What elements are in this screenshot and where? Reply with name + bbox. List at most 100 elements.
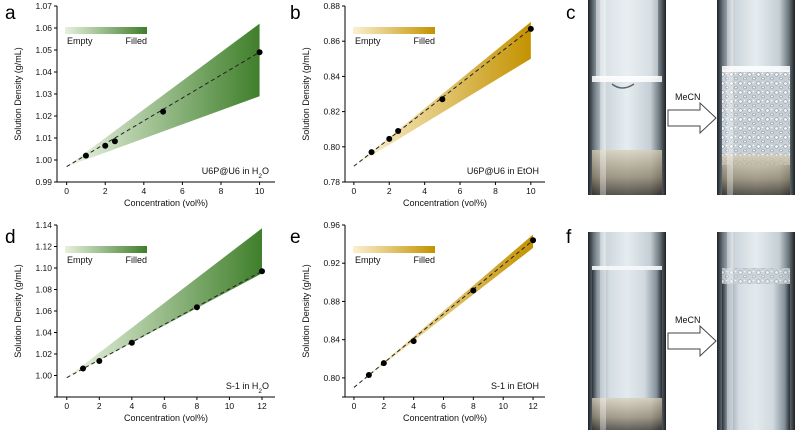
x-tick-label-b: 0 (351, 186, 356, 196)
photo-panel-c: c MeCN (566, 0, 795, 195)
density-region-e (353, 234, 534, 388)
data-point-e (380, 360, 387, 367)
y-axis-title-d: Solution Density (g/mL) (13, 264, 23, 358)
x-tick-label-d: 8 (195, 401, 200, 411)
panel-letter-a: a (5, 3, 16, 24)
x-tick-label-d: 0 (64, 401, 69, 411)
annotation-b: U6P@U6 in EtOH (467, 166, 539, 176)
legend-gradient-bar-a (65, 27, 147, 34)
data-point-e (470, 287, 477, 294)
data-point-a (82, 152, 89, 159)
y-tick-label-b: 0.78 (323, 177, 340, 187)
x-tick-label-e: 2 (381, 401, 386, 411)
data-point-e (410, 338, 417, 345)
x-tick-label-b: 8 (493, 186, 498, 196)
data-point-d (193, 304, 200, 311)
annotation-tail-d: O (262, 381, 269, 391)
arrow-label-f: MeCN (675, 315, 701, 325)
x-tick-label-b: 4 (422, 186, 427, 196)
y-tick-label-a: 1.00 (35, 155, 52, 165)
x-tick-label-a: 4 (141, 186, 146, 196)
data-point-b (368, 149, 375, 156)
x-axis-title-e: Concentration (vol%) (403, 413, 487, 423)
x-tick-label-a: 0 (64, 186, 69, 196)
x-axis-title-a: Concentration (vol%) (124, 198, 208, 208)
arrow-label-c: MeCN (675, 92, 701, 102)
data-point-e (365, 372, 372, 379)
annotation-e: S-1 in EtOH (491, 381, 539, 391)
x-tick-label-e: 0 (352, 401, 357, 411)
panel-letter-c: c (566, 3, 576, 24)
data-point-d (80, 365, 87, 372)
y-tick-label-d: 1.14 (35, 220, 52, 230)
vial-before-c (588, 0, 666, 195)
y-tick-label-a: 1.06 (35, 23, 52, 33)
y-tick-label-a: 1.03 (35, 89, 52, 99)
data-point-a (160, 108, 167, 115)
vial-before-f (588, 232, 666, 430)
y-tick-label-d: 1.10 (35, 263, 52, 273)
y-axis-title-a: Solution Density (g/mL) (13, 47, 23, 141)
x-tick-label-d: 2 (97, 401, 102, 411)
y-tick-label-e: 0.84 (323, 335, 340, 345)
x-axis-title-d: Concentration (vol%) (124, 413, 208, 423)
y-tick-label-e: 0.80 (323, 373, 340, 383)
y-tick-label-d: 1.12 (35, 242, 52, 252)
y-tick-label-a: 1.02 (35, 111, 52, 121)
data-point-e (530, 237, 537, 244)
legend-gradient-bar-e (353, 246, 435, 253)
x-tick-label-b: 6 (458, 186, 463, 196)
fit-line-b (353, 28, 532, 167)
annotation-main-b: U6P@U6 in EtOH (467, 166, 539, 176)
y-tick-label-e: 0.88 (323, 296, 340, 306)
x-tick-label-a: 6 (180, 186, 185, 196)
x-axis-title-b: Concentration (vol%) (403, 198, 487, 208)
y-tick-label-b: 0.82 (323, 107, 340, 117)
legend-empty-label-b: Empty (355, 36, 381, 46)
x-tick-label-e: 12 (528, 401, 538, 411)
data-point-a (256, 49, 263, 56)
annotation-sub-a: 2 (258, 173, 262, 180)
annotation-d: S-1 in H2O (226, 381, 269, 395)
chart-d: d 0 2 4 6 8 10 12 1.00 1.02 1.04 1.06 1.08 1.10 1.12 1.… (5, 220, 275, 423)
chart-a: a 0 2 4 6 8 10 0.99 1.00 1.01 1.02 1.03 1.04 1.05 1.06… (5, 1, 275, 208)
x-tick-label-b: 2 (387, 186, 392, 196)
y-axis-title-b: Solution Density (g/mL) (301, 47, 311, 141)
y-tick-label-e: 0.96 (323, 220, 340, 230)
y-tick-label-d: 1.02 (35, 349, 52, 359)
arrow-f: MeCN (667, 315, 717, 358)
vial-after-c (717, 0, 795, 195)
arrow-c: MeCN (667, 92, 717, 135)
annotation-main-a: U6P@U6 in H (202, 166, 259, 176)
x-tick-label-b: 10 (526, 186, 536, 196)
legend-gradient-bar-b (353, 27, 435, 34)
data-point-b (395, 127, 402, 134)
data-point-b (439, 96, 446, 103)
x-tick-label-d: 6 (162, 401, 167, 411)
annotation-main-d: S-1 in H (226, 381, 259, 391)
x-tick-label-a: 8 (219, 186, 224, 196)
density-region-a (66, 23, 260, 167)
photo-panel-f: f MeCN (566, 227, 795, 430)
legend-empty-label-d: Empty (67, 255, 93, 265)
legend-filled-label-a: Filled (125, 36, 147, 46)
x-tick-label-e: 8 (471, 401, 476, 411)
y-tick-label-b: 0.88 (323, 1, 340, 11)
chart-e: e 0 2 4 6 8 10 12 0.80 0.84 0.88 0.92 0.96 Concentrat… (290, 220, 545, 423)
x-tick-label-e: 10 (498, 401, 508, 411)
y-tick-label-b: 0.86 (323, 36, 340, 46)
vial-after-f (717, 232, 795, 430)
y-tick-label-d: 1.00 (35, 371, 52, 381)
y-tick-label-d: 1.04 (35, 328, 52, 338)
y-tick-label-a: 0.99 (35, 177, 52, 187)
y-tick-label-e: 0.92 (323, 258, 340, 268)
annotation-sub-d: 2 (258, 388, 262, 395)
data-point-b (386, 135, 393, 142)
legend-empty-label-a: Empty (67, 36, 93, 46)
annotation-a: U6P@U6 in H2O (202, 166, 269, 180)
x-tick-label-d: 12 (257, 401, 267, 411)
y-tick-label-b: 0.84 (323, 71, 340, 81)
y-tick-label-a: 1.04 (35, 67, 52, 77)
data-point-d (96, 357, 103, 364)
